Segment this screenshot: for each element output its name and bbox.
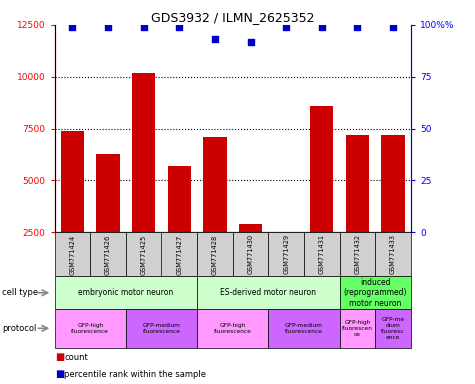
Text: GFP-me
dium
fluoresc
ence: GFP-me dium fluoresc ence [381, 317, 405, 339]
Point [68, 24, 76, 30]
Text: ■: ■ [55, 352, 64, 362]
Point [104, 24, 112, 30]
Text: percentile rank within the sample: percentile rank within the sample [64, 370, 206, 379]
Text: protocol: protocol [2, 324, 37, 333]
Text: GSM771427: GSM771427 [176, 234, 182, 275]
Text: embryonic motor neuron: embryonic motor neuron [78, 288, 173, 297]
Bar [168, 166, 191, 284]
Bar [61, 131, 84, 284]
Point [353, 24, 361, 30]
Title: GDS3932 / ILMN_2625352: GDS3932 / ILMN_2625352 [151, 11, 314, 24]
Point [282, 24, 290, 30]
Text: GSM771430: GSM771430 [247, 234, 254, 275]
Text: ES-derived motor neuron: ES-derived motor neuron [220, 288, 316, 297]
Point [390, 24, 397, 30]
Point [176, 24, 183, 30]
Text: GSM771426: GSM771426 [105, 234, 111, 275]
Bar [310, 106, 333, 284]
Text: GSM771429: GSM771429 [283, 234, 289, 275]
Text: induced
(reprogrammed)
motor neuron: induced (reprogrammed) motor neuron [343, 278, 407, 308]
Point [318, 24, 326, 30]
Bar [275, 234, 298, 284]
Text: GSM771432: GSM771432 [354, 234, 361, 275]
Bar [381, 135, 405, 284]
Text: GFP-high
fluorescence: GFP-high fluorescence [71, 323, 109, 334]
Bar [203, 137, 227, 284]
Text: GFP-medium
fluorescence: GFP-medium fluorescence [142, 323, 180, 334]
Text: GSM771425: GSM771425 [141, 234, 147, 275]
Point [211, 36, 218, 43]
Bar [96, 154, 120, 284]
Text: GFP-high
fluorescence: GFP-high fluorescence [214, 323, 252, 334]
Text: GSM771431: GSM771431 [319, 234, 325, 275]
Text: ■: ■ [55, 369, 64, 379]
Text: GSM771424: GSM771424 [69, 234, 76, 275]
Bar [346, 135, 369, 284]
Text: GSM771433: GSM771433 [390, 234, 396, 275]
Text: GFP-high
fluorescen
ce: GFP-high fluorescen ce [342, 320, 373, 337]
Text: GFP-medium
fluorescence: GFP-medium fluorescence [285, 323, 323, 334]
Bar [132, 73, 155, 284]
Text: GSM771428: GSM771428 [212, 234, 218, 275]
Bar [239, 224, 262, 284]
Point [247, 38, 255, 45]
Text: count: count [64, 353, 88, 362]
Text: cell type: cell type [2, 288, 38, 297]
Point [140, 24, 147, 30]
